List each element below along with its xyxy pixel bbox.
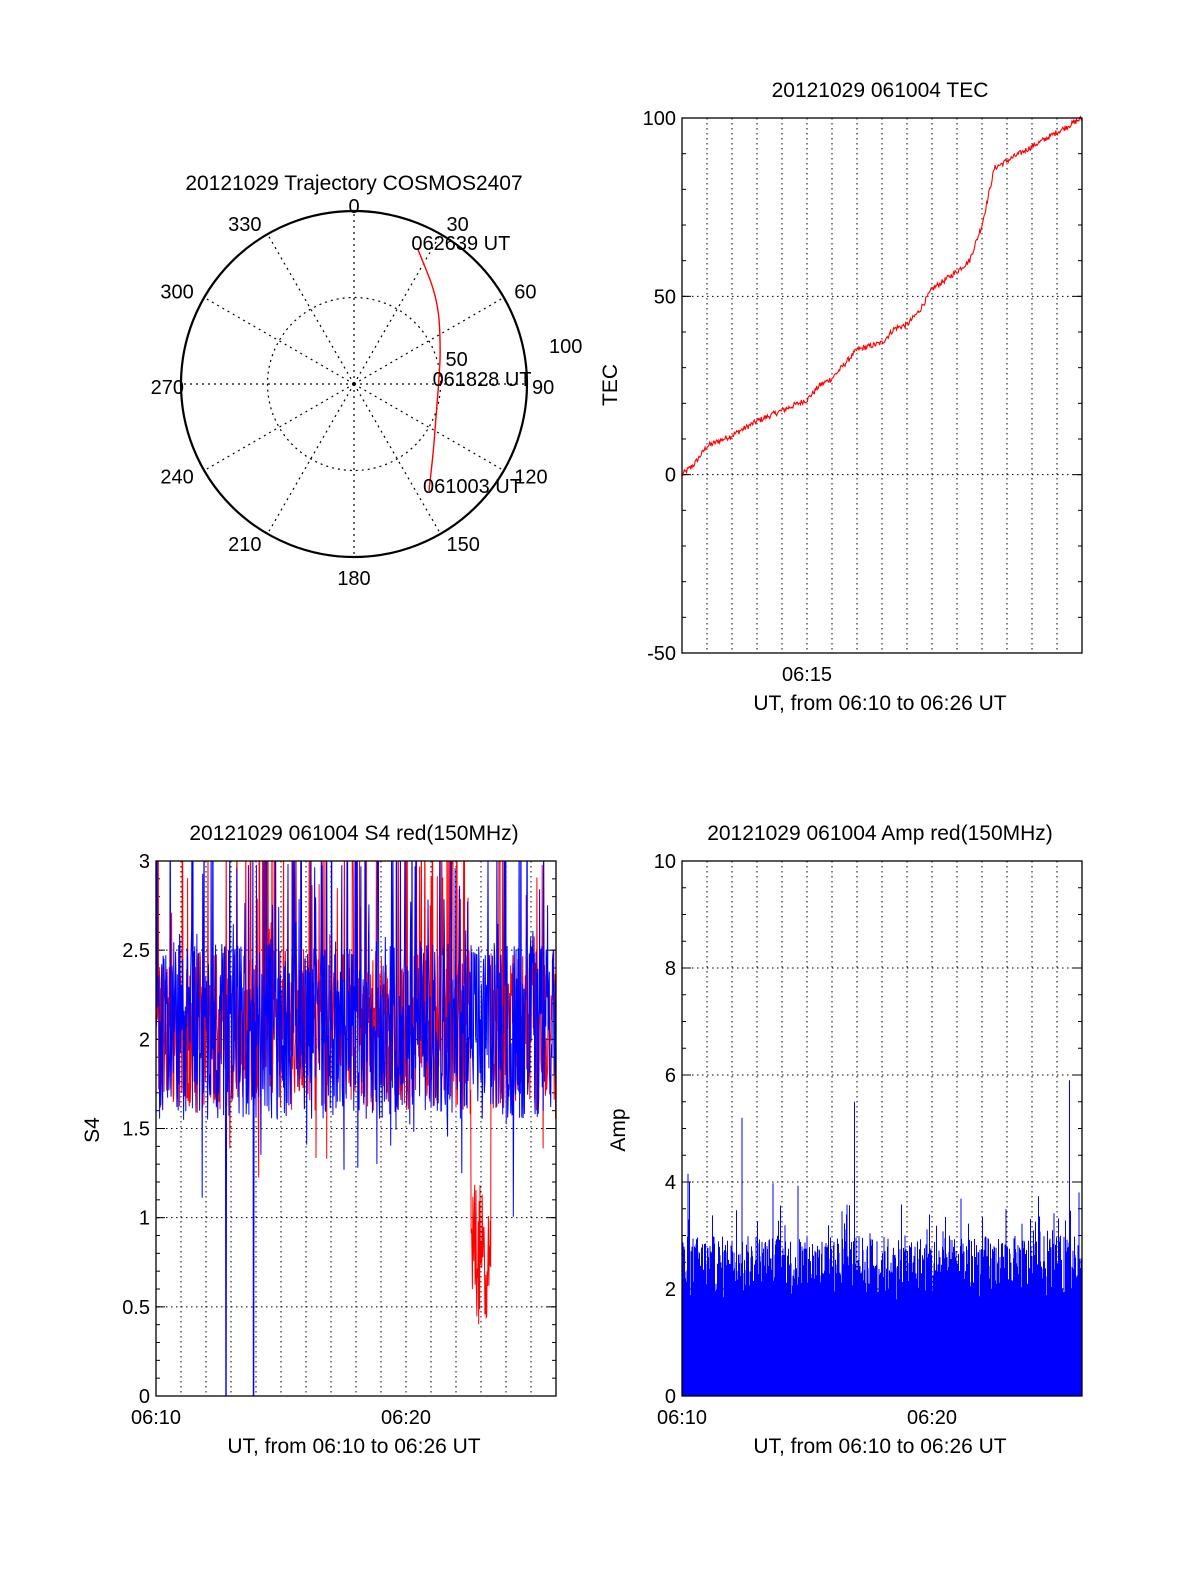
x-tick-label: 06:15: [782, 664, 832, 686]
polar-angle-label: 330: [228, 214, 261, 236]
polar-annotation: 062639 UT: [411, 233, 510, 255]
amp-bars: [681, 1080, 1083, 1396]
tec-grid: [682, 117, 1082, 654]
x-tick-label: 06:20: [907, 1407, 957, 1429]
polar-spoke: [353, 383, 442, 535]
polar-annotations: 062639 UT 061828 UT 061003 UT: [411, 233, 531, 498]
tec-x-label: UT, from 06:10 to 06:26 UT: [753, 692, 1006, 715]
y-tick-label: 50: [654, 286, 676, 308]
y-tick-label: 1.5: [122, 1119, 150, 1141]
y-tick-label: 10: [654, 851, 676, 873]
y-tick-label: 100: [643, 108, 676, 130]
polar-radius-labels: 50 100: [446, 336, 583, 371]
s4-series-line: [156, 861, 556, 1396]
s4-series: [156, 861, 556, 1396]
polar-spoke: [203, 296, 355, 385]
polar-trajectory-line: [416, 247, 441, 492]
amp-x-label: UT, from 06:10 to 06:26 UT: [753, 1435, 1006, 1458]
s4-x-label: UT, from 06:10 to 06:26 UT: [227, 1435, 480, 1458]
y-tick-label: 0: [139, 1386, 150, 1408]
polar-angle-label: 30: [447, 214, 469, 236]
polar-outer-ring: [179, 209, 529, 559]
polar-angle-label: 270: [151, 377, 184, 399]
tec-x-tick-labels: 06:15: [782, 664, 832, 686]
amp-plot-frame: [681, 860, 1083, 1397]
polar-inner-ring: [266, 296, 442, 472]
polar-radius-label: 50: [446, 349, 468, 371]
amp-y-tick-labels: 0 2 4 6 8 10: [654, 851, 676, 1408]
polar-angle-label: 0: [348, 196, 359, 218]
tec-line: [681, 115, 1083, 477]
tec-series: [681, 115, 1083, 477]
polar-grid: [179, 209, 529, 559]
y-tick-label: 8: [665, 958, 676, 980]
amp-y-label: Amp: [607, 1108, 630, 1151]
polar-angle-label: 210: [228, 534, 261, 556]
amp-title: 20121029 061004 Amp red(150MHz): [707, 822, 1053, 845]
polar-angle-label: 60: [514, 282, 536, 304]
polar-annotation: 061828 UT: [433, 369, 532, 391]
y-tick-label: 1: [139, 1208, 150, 1230]
tec-plot-frame: [681, 117, 1083, 654]
polar-spoke: [353, 233, 442, 385]
tec-y-tick-labels: -50 0 50 100: [643, 108, 676, 665]
s4-chart: 20121029 061004 S4 red(150MHz) 0 0.5 1 1.5 2…: [81, 822, 557, 1458]
y-tick-label: 2: [665, 1279, 676, 1301]
s4-title: 20121029 061004 S4 red(150MHz): [189, 822, 518, 845]
polar-angle-label: 240: [160, 467, 193, 489]
polar-angle-label: 180: [337, 568, 370, 590]
y-tick-label: 4: [665, 1172, 676, 1194]
polar-angle-label: 120: [514, 467, 547, 489]
s4-x-tick-labels: 06:10 06:20: [131, 1407, 431, 1429]
polar-trajectory-chart: 20121029 Trajectory COSMOS2407 0 30 60 90 12…: [151, 172, 583, 590]
polar-angle-label: 150: [447, 534, 480, 556]
polar-spoke: [353, 296, 505, 385]
y-tick-label: -50: [647, 643, 676, 665]
polar-spoke: [353, 383, 505, 472]
y-tick-label: 0: [665, 465, 676, 487]
amp-chart: 20121029 061004 Amp red(150MHz) 0246810 …: [607, 822, 1083, 1458]
polar-trajectory: [416, 247, 441, 492]
tec-y-label: TEC: [599, 364, 622, 406]
y-tick-label: 6: [665, 1065, 676, 1087]
polar-annotation: 061003 UT: [423, 476, 522, 498]
s4-y-label: S4: [81, 1117, 104, 1143]
amp-series: [681, 1080, 1083, 1396]
y-tick-label: 0.5: [122, 1297, 150, 1319]
polar-angle-labels: 0 30 60 90 120 150 180 210 240 270 300 330: [151, 196, 555, 590]
x-tick-label: 06:10: [131, 1407, 181, 1429]
polar-spoke: [203, 383, 355, 472]
tec-title: 20121029 061004 TEC: [772, 79, 989, 102]
y-tick-label: 3: [139, 851, 150, 873]
x-tick-label: 06:20: [381, 1407, 431, 1429]
polar-title: 20121029 Trajectory COSMOS2407: [185, 172, 522, 195]
polar-spoke: [266, 233, 355, 385]
y-tick-label: 0: [665, 1386, 676, 1408]
polar-angle-label: 300: [160, 282, 193, 304]
x-tick-label: 06:10: [657, 1407, 707, 1429]
polar-spoke: [266, 383, 355, 535]
amp-x-tick-labels: 06:10 06:20: [657, 1407, 957, 1429]
y-tick-label: 2.5: [122, 940, 150, 962]
y-tick-label: 2: [139, 1029, 150, 1051]
s4-plot-frame: [155, 860, 557, 1397]
tec-chart: 20121029 061004 TEC -50 0 50 100 06:15 UT, …: [599, 79, 1083, 715]
polar-angle-label: 90: [532, 377, 554, 399]
s4-y-tick-labels: 0 0.5 1 1.5 2 2.5 3: [122, 851, 150, 1408]
polar-radius-label: 100: [549, 336, 582, 358]
